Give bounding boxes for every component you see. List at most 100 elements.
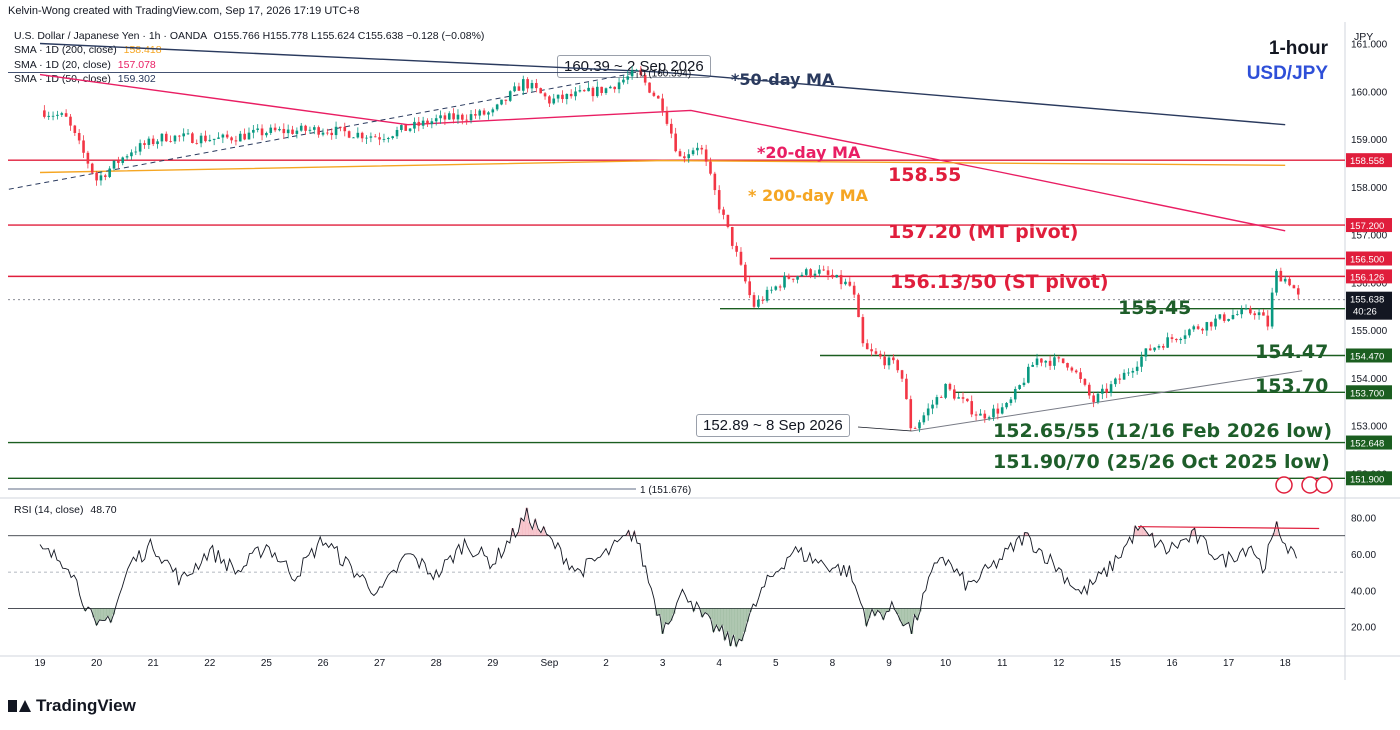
candle-body xyxy=(878,353,882,357)
candle-body xyxy=(491,109,495,113)
candle-body xyxy=(1214,318,1217,327)
candle-body xyxy=(1118,378,1122,380)
horizontal-levels xyxy=(8,72,1345,490)
candle-body xyxy=(1044,360,1048,363)
candle-body xyxy=(500,99,503,105)
level-151-90-annotation: 151.90/70 (25/26 Oct 2025 low) xyxy=(993,451,1330,473)
candle-body xyxy=(404,125,408,131)
candle-body xyxy=(896,360,900,371)
candle-body xyxy=(360,132,364,139)
level-153-70-annotation: 153.70 xyxy=(1255,375,1328,397)
time-tick-label: 21 xyxy=(148,658,160,669)
candle-body xyxy=(1009,399,1013,403)
candle-body xyxy=(1079,372,1082,379)
sma50-legend[interactable]: SMA · 1D (50, close) 159.302 xyxy=(14,73,156,85)
candle-body xyxy=(160,133,164,142)
candle-body xyxy=(848,281,852,286)
chart-annotations: 0 (160.394) 1 (151.676) *50-day MA *20-day … xyxy=(636,68,1333,496)
time-tick-label: 29 xyxy=(487,658,499,669)
candle-body xyxy=(591,87,595,97)
candle-body xyxy=(439,115,442,119)
fib-1-label: 1 (151.676) xyxy=(640,485,691,496)
candle-body xyxy=(826,270,830,275)
time-tick-label: 15 xyxy=(1110,658,1122,669)
candle-body xyxy=(1131,370,1135,373)
price-tick-label: 153.000 xyxy=(1351,422,1388,433)
candle-body xyxy=(1000,407,1004,414)
candle-body xyxy=(752,295,756,307)
candle-body xyxy=(1257,312,1261,316)
candle-body xyxy=(726,214,730,227)
time-tick-label: 8 xyxy=(830,658,836,669)
level-price-tag xyxy=(1346,251,1392,266)
candle-body xyxy=(312,127,316,130)
symbol-legend[interactable]: U.S. Dollar / Japanese Yen · 1h · OANDA … xyxy=(14,30,484,42)
candle-body xyxy=(421,120,425,126)
candle-body xyxy=(1222,314,1226,321)
currency-label[interactable]: JPY xyxy=(1354,31,1374,43)
candle-body xyxy=(508,91,512,101)
candle-body xyxy=(1061,358,1065,363)
candle-body xyxy=(543,93,547,97)
sma50-label: SMA · 1D (50, close) xyxy=(14,73,111,85)
candle-body xyxy=(704,149,708,162)
candle-body xyxy=(299,125,303,131)
price-tick-label: 154.000 xyxy=(1351,374,1388,385)
candle-body xyxy=(622,79,625,83)
candle-body xyxy=(1053,357,1056,366)
candle-body xyxy=(992,408,995,418)
candle-body xyxy=(1288,278,1291,286)
candle-body xyxy=(143,143,146,145)
candle-body xyxy=(722,209,725,215)
level-price-tag-text: 151.900 xyxy=(1350,474,1384,485)
candle-body xyxy=(1157,346,1161,348)
candle-body xyxy=(1170,337,1174,339)
rsi-legend[interactable]: RSI (14, close) 48.70 xyxy=(14,504,117,516)
candle-body xyxy=(600,86,603,93)
candle-body xyxy=(796,276,799,280)
candle-body xyxy=(1087,384,1091,396)
candle-body xyxy=(774,286,778,290)
candle-body xyxy=(948,383,952,390)
candle-body xyxy=(378,137,381,140)
tradingview-logo: TradingView xyxy=(8,696,136,716)
price-tick-label: 159.000 xyxy=(1351,135,1388,146)
candle-body xyxy=(1035,358,1039,365)
sma200-legend[interactable]: SMA · 1D (200, close) 158.418 xyxy=(14,44,162,56)
candle-body xyxy=(469,114,473,121)
time-tick-label: 3 xyxy=(660,658,666,669)
candle-body xyxy=(818,269,821,274)
candle-body xyxy=(909,399,913,429)
candle-body xyxy=(347,131,351,138)
sma200-value: 158.418 xyxy=(123,44,162,56)
candle-body xyxy=(391,136,394,139)
candle-body xyxy=(939,397,943,398)
candle-body xyxy=(191,133,194,143)
candle-body xyxy=(352,137,355,139)
level-156-13-annotation: 156.13/50 (ST pivot) xyxy=(890,271,1109,293)
candle-body xyxy=(761,299,765,301)
candle-body xyxy=(643,75,647,83)
candle-body xyxy=(121,157,125,163)
candle-body xyxy=(1270,292,1274,327)
current-price-tag xyxy=(1346,291,1392,320)
candle-body xyxy=(1205,322,1209,331)
candle-body xyxy=(561,94,564,100)
level-154-47-annotation: 154.47 xyxy=(1255,341,1328,363)
candle-body xyxy=(395,129,399,137)
candle-body xyxy=(778,286,782,288)
sma20-legend[interactable]: SMA · 1D (20, close) 157.078 xyxy=(14,59,156,71)
level-price-tag xyxy=(1346,385,1392,400)
candle-body xyxy=(569,93,573,97)
candle-body xyxy=(1109,384,1113,393)
candle-body xyxy=(1275,270,1278,293)
candle-body xyxy=(334,126,338,136)
time-tick-label: 5 xyxy=(773,658,779,669)
candle-body xyxy=(1040,358,1043,363)
candle-body xyxy=(1027,366,1030,383)
candle-body xyxy=(461,114,464,120)
candle-body xyxy=(539,88,542,94)
candle-body xyxy=(1253,313,1257,316)
candle-body xyxy=(169,141,172,142)
